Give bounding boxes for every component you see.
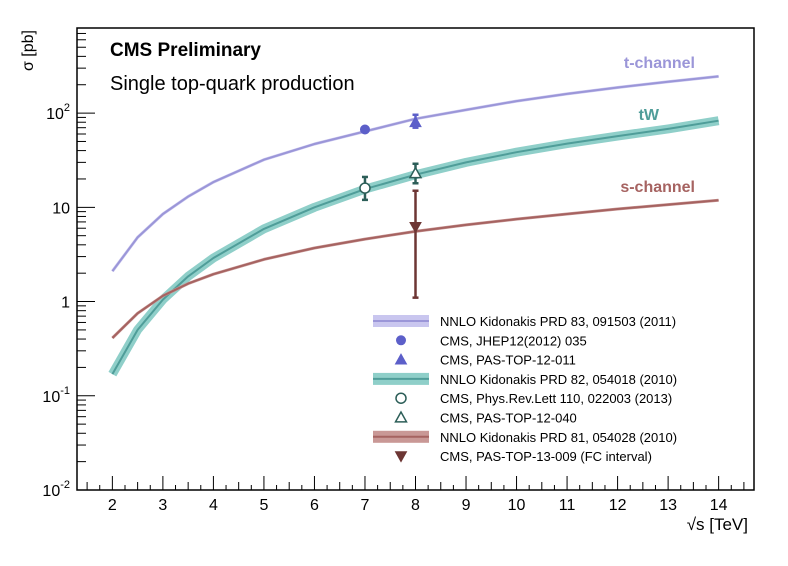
legend: NNLO Kidonakis PRD 83, 091503 (2011) CMS,… (373, 314, 677, 464)
tw-label: tW (639, 107, 660, 124)
y-tick-label: 102 (46, 102, 70, 123)
x-tick-label: 2 (108, 497, 117, 514)
legend-label: CMS, PAS-TOP-12-011 (440, 353, 576, 368)
cms-pas-top-13-009-point-marker (409, 221, 422, 234)
x-tick-label: 14 (710, 497, 728, 514)
y-tick-label: 10-2 (42, 479, 70, 500)
y-axis: 10-2 10-1 1 10 102 (42, 27, 95, 500)
legend-label: CMS, PAS-TOP-12-040 (440, 411, 577, 426)
plot-markers (359, 113, 423, 299)
x-tick-label: 3 (158, 497, 167, 514)
y-tick-label: 10-1 (42, 385, 70, 406)
legend-marker-swatch (395, 392, 407, 404)
chart-title: CMS Preliminary (110, 40, 261, 61)
x-tick-label: 7 (361, 497, 370, 514)
x-axis: 2 3 4 5 6 7 8 9 10 11 12 13 14 (86, 476, 745, 514)
x-tick-label: 6 (310, 497, 319, 514)
legend-label: CMS, JHEP12(2012) 035 (440, 333, 587, 348)
legend-marker-swatch (394, 353, 408, 365)
x-tick-label: 11 (559, 497, 576, 514)
x-tick-label: 12 (609, 497, 627, 514)
legend-label: NNLO Kidonakis PRD 81, 054028 (2010) (440, 430, 677, 445)
x-tick-label: 10 (508, 497, 526, 514)
s-channel-curve (111, 199, 719, 339)
x-tick-label: 8 (411, 497, 420, 514)
legend-marker-swatch (396, 335, 406, 346)
x-tick-label: 13 (659, 497, 677, 514)
legend-label: CMS, Phys.Rev.Lett 110, 022003 (2013) (440, 391, 672, 406)
legend-label: CMS, PAS-TOP-13-009 (FC interval) (440, 449, 652, 464)
cms-pas-top-12-011-point-marker (409, 115, 422, 128)
t-channel-label: t-channel (624, 55, 695, 72)
chart-subtitle: Single top-quark production (110, 73, 355, 95)
cms-prl110-point-marker (359, 182, 371, 194)
y-tick-label: 10 (52, 200, 70, 217)
x-tick-label: 4 (209, 497, 218, 514)
legend-marker-swatch (394, 410, 408, 423)
legend-label: NNLO Kidonakis PRD 82, 054018 (2010) (440, 372, 677, 387)
legend-label: NNLO Kidonakis PRD 83, 091503 (2011) (440, 314, 676, 329)
cms-pas-top-12-040-point-marker (408, 166, 423, 179)
x-tick-label: 5 (259, 497, 268, 514)
legend-marker-swatch (394, 451, 408, 463)
s-channel-label: s-channel (620, 179, 695, 196)
x-tick-label: 9 (462, 497, 471, 514)
y-axis-label: σ [pb] (20, 30, 37, 71)
x-axis-label: √s [TeV] (687, 515, 748, 534)
y-tick-label: 1 (61, 295, 70, 312)
cms-jhep12-point-marker (359, 124, 370, 135)
